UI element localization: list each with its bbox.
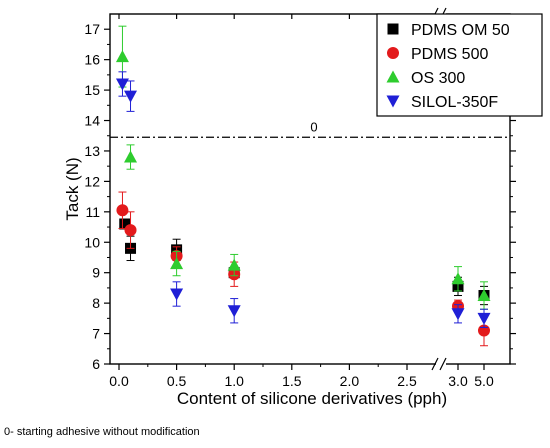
y-tick-label: 13 <box>84 143 100 159</box>
legend-marker-os-300 <box>386 70 400 83</box>
y-tick-label: 6 <box>92 356 100 372</box>
footnote: 0- starting adhesive without modificatio… <box>4 426 200 438</box>
data-point-pdms-om-50 <box>119 218 131 230</box>
x-tick-label: 2.5 <box>397 373 417 389</box>
x-axis-break-mark <box>431 357 439 371</box>
data-point-os-300 <box>124 150 138 163</box>
y-axis-label: Tack (N) <box>63 157 82 220</box>
x-tick-label: 2.0 <box>340 373 360 389</box>
data-point-silol-350f <box>451 308 465 321</box>
legend-label-silol-350f: SILOL-350F <box>411 94 498 111</box>
y-tick-label: 7 <box>92 326 100 342</box>
data-point-os-300 <box>227 258 241 271</box>
x-tick-label: 5.0 <box>474 373 494 389</box>
legend-marker-pdms-500 <box>387 47 399 59</box>
legend-label-pdms-500: PDMS 500 <box>411 46 488 63</box>
data-point-pdms-500 <box>116 204 129 217</box>
legend-marker-pdms-om-50 <box>387 23 399 35</box>
x-tick-label: 3.0 <box>448 373 468 389</box>
y-tick-label: 11 <box>85 204 100 220</box>
legend-marker-silol-350f <box>386 95 400 108</box>
data-point-silol-350f <box>170 288 184 301</box>
data-point-os-300 <box>451 272 465 285</box>
y-tick-label: 10 <box>84 234 100 250</box>
x-axis-label: Content of silicone derivatives (pph) <box>177 389 447 408</box>
y-tick-label: 14 <box>84 113 100 129</box>
x-tick-label: 1.0 <box>224 373 244 389</box>
y-tick-label: 16 <box>84 52 100 68</box>
x-axis-break-mark <box>439 357 447 371</box>
x-tick-label: 1.5 <box>282 373 302 389</box>
y-tick-label: 8 <box>92 295 100 311</box>
data-point-silol-350f <box>124 90 138 103</box>
data-point-silol-350f <box>227 305 241 318</box>
reference-line-label: 0 <box>310 119 317 134</box>
y-tick-label: 17 <box>84 21 100 37</box>
data-point-pdms-500 <box>124 224 137 237</box>
plot-frame <box>109 13 511 365</box>
y-tick-label: 15 <box>84 82 100 98</box>
x-tick-label: 0.0 <box>109 373 129 389</box>
x-tick-label: 0.5 <box>167 373 187 389</box>
legend-label-os-300: OS 300 <box>411 70 465 87</box>
y-tick-label: 12 <box>84 173 100 189</box>
data-point-silol-350f <box>477 312 491 325</box>
x-axis-break-gap <box>436 359 446 369</box>
data-point-os-300 <box>115 50 129 63</box>
legend-label-pdms-om-50: PDMS OM 50 <box>411 22 510 39</box>
y-tick-label: 9 <box>92 265 100 281</box>
data-point-silol-350f <box>115 78 129 91</box>
legend-box <box>376 13 543 117</box>
data-point-os-300 <box>477 289 491 302</box>
data-point-os-300 <box>170 257 184 270</box>
